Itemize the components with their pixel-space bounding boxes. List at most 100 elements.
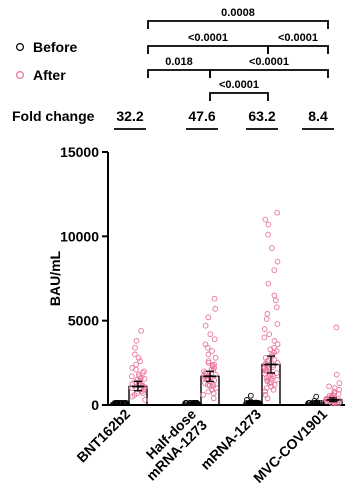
data-point-after	[274, 376, 280, 383]
data-point-after	[272, 297, 279, 304]
data-point-after	[271, 381, 278, 388]
data-point-after	[204, 344, 211, 351]
data-point-after	[133, 338, 140, 344]
data-point-after	[335, 391, 342, 397]
data-point-after	[333, 324, 340, 331]
data-point-before	[191, 400, 197, 406]
data-point-after	[205, 351, 212, 358]
significance-bracket	[267, 45, 329, 54]
significance-bracket	[209, 69, 329, 78]
data-point-after	[141, 376, 148, 382]
data-point-after	[135, 354, 142, 361]
data-point-after	[212, 306, 219, 312]
y-tick-label: 0	[91, 397, 99, 413]
data-point-after	[128, 385, 135, 391]
fold-change-label: Fold change	[12, 108, 95, 124]
data-point-after	[209, 362, 216, 369]
significance-bracket	[147, 69, 211, 78]
x-tick-label-line: BNT162b2	[73, 406, 133, 466]
significance-label: <0.0001	[249, 56, 289, 68]
data-point-after	[273, 370, 280, 376]
data-point-after	[268, 376, 274, 382]
data-point-before	[254, 400, 261, 406]
data-point-after	[271, 267, 278, 273]
data-point-after	[205, 388, 212, 395]
data-point-before	[183, 400, 190, 406]
data-point-after	[268, 379, 274, 386]
data-point-after	[267, 346, 274, 353]
data-point-after	[138, 327, 144, 334]
data-point-before	[113, 400, 120, 406]
data-point-after	[262, 216, 269, 223]
data-point-after	[274, 359, 281, 366]
data-point-after	[202, 341, 209, 348]
data-point-after	[132, 344, 138, 351]
data-point-before	[244, 397, 250, 403]
data-point-after	[333, 371, 340, 378]
data-point-after	[211, 361, 217, 368]
legend-label: After	[33, 67, 66, 83]
fold-change-value: 63.2	[248, 108, 275, 124]
data-point-after	[262, 388, 268, 395]
data-point-after	[271, 292, 278, 299]
data-point-after	[142, 397, 148, 403]
data-point-after	[213, 385, 219, 391]
data-point-after	[202, 322, 209, 329]
data-point-after	[266, 331, 273, 338]
data-point-after	[265, 280, 272, 287]
data-point-after	[210, 390, 217, 397]
significance-label: <0.0001	[219, 79, 259, 91]
data-point-after	[273, 304, 280, 311]
legend-label: Before	[33, 39, 78, 55]
significance-label: 0.018	[165, 56, 193, 68]
data-point-after	[206, 382, 213, 389]
data-point-after	[274, 258, 281, 265]
y-axis-label: BAU/mL	[47, 250, 63, 306]
data-point-after	[207, 331, 214, 338]
data-point-after	[274, 321, 281, 327]
fold-change-value: 47.6	[188, 108, 215, 124]
data-point-after	[326, 383, 332, 390]
data-point-after	[132, 351, 138, 358]
fold-change-value: 32.2	[116, 108, 143, 124]
legend-marker-before	[16, 42, 25, 51]
data-point-after	[137, 358, 143, 364]
data-point-after	[331, 385, 338, 391]
significance-bracket	[147, 45, 269, 54]
data-point-after	[331, 388, 338, 395]
data-point-after	[261, 334, 268, 341]
data-point-after	[263, 316, 270, 322]
data-point-after	[269, 245, 275, 251]
data-point-after	[205, 358, 212, 364]
data-point-after	[211, 336, 218, 343]
data-point-after	[133, 361, 139, 368]
x-tick-label: mRNA-1273	[197, 406, 264, 473]
data-point-after	[336, 380, 343, 386]
data-point-after	[264, 311, 271, 317]
y-tick-label: 10000	[60, 228, 99, 244]
x-tick-label: Half-dosemRNA-1273	[132, 406, 210, 484]
significance-bracket	[209, 92, 269, 101]
data-point-after	[129, 373, 135, 380]
data-point-after	[261, 326, 268, 332]
data-point-after	[210, 395, 217, 402]
data-point-before	[121, 400, 128, 406]
data-point-before	[311, 397, 318, 404]
data-point-after	[133, 366, 139, 373]
data-point-after	[205, 359, 212, 366]
x-tick-label: BNT162b2	[73, 406, 133, 466]
data-point-after	[265, 221, 272, 228]
data-point-after	[139, 370, 146, 376]
data-point-after	[262, 367, 269, 374]
data-point-before	[306, 400, 313, 406]
data-point-after	[211, 295, 218, 302]
data-point-after	[211, 377, 218, 384]
x-tick-label-line: mRNA-1273	[197, 406, 264, 473]
legend-marker-after	[16, 70, 25, 79]
data-point-after	[212, 354, 219, 361]
data-point-after	[209, 348, 215, 354]
data-point-after	[274, 209, 280, 216]
data-point-after	[271, 349, 277, 356]
significance-label: 0.0008	[221, 7, 255, 19]
